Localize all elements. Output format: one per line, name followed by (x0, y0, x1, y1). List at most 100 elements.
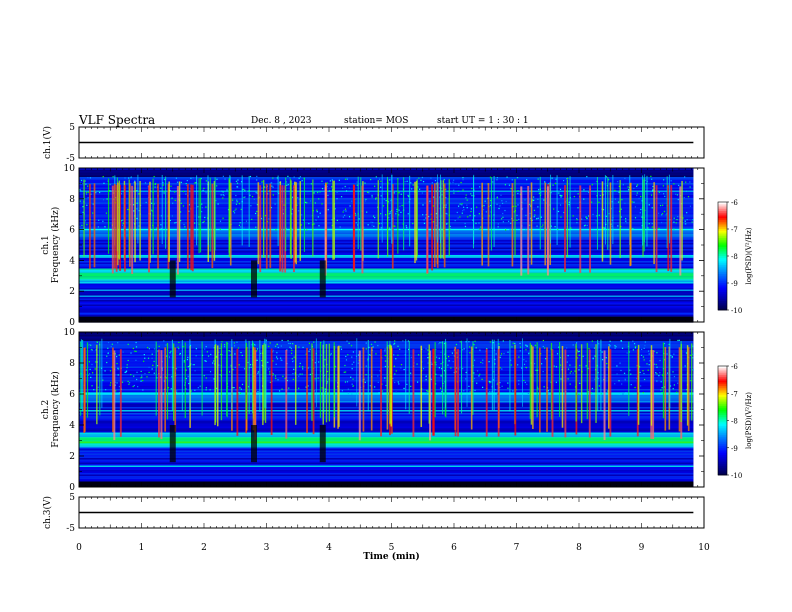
speckle-dot (305, 201, 307, 203)
speckle-dot (281, 359, 283, 361)
sferic-streak (352, 184, 355, 271)
speckle-dot (256, 179, 258, 181)
band-row (79, 476, 694, 478)
speckle-dot (326, 381, 328, 383)
speckle-dot (205, 180, 207, 182)
speckle-dot (377, 381, 379, 383)
speckle-dot (527, 392, 529, 394)
sferic-streak (628, 341, 630, 416)
speckle-dot (416, 381, 419, 383)
speckle-dot (651, 226, 654, 228)
speckle-dot (634, 206, 637, 208)
speckle-dot (435, 361, 437, 364)
speckle-dot (586, 224, 588, 227)
speckle-dot (427, 390, 429, 392)
speckle-dot (363, 226, 365, 228)
gap-mark (319, 260, 326, 298)
speckle-dot (484, 200, 486, 202)
colorbar-cell (718, 451, 727, 454)
speckle-dot (193, 364, 195, 366)
sferic-streak (134, 181, 136, 263)
speckle-dot (170, 388, 172, 390)
y-axis-channel-label: ch.1 (41, 235, 51, 254)
speckle-dot (486, 348, 488, 350)
speckle-dot (245, 191, 248, 193)
speckle-dot (672, 371, 674, 373)
speckle-dot (356, 184, 358, 186)
speckle-dot (183, 223, 185, 226)
speckle-dot (435, 225, 437, 227)
speckle-dot (202, 221, 204, 224)
speckle-dot (87, 374, 89, 376)
band-row (79, 264, 694, 266)
speckle-dot (525, 349, 527, 351)
speckle-dot (476, 206, 478, 208)
sferic-streak (152, 178, 154, 255)
speckle-dot (95, 361, 97, 363)
colorbar-tick-label: -7 (731, 226, 738, 234)
speckle-dot (410, 385, 412, 388)
speckle-dot (605, 176, 608, 178)
speckle-dot (641, 200, 643, 202)
speckle-dot (518, 356, 520, 358)
speckle-dot (223, 194, 225, 197)
speckle-dot (226, 189, 228, 191)
speckle-dot (440, 351, 442, 353)
speckle-dot (297, 197, 299, 199)
speckle-dot (91, 363, 93, 366)
band-row (79, 374, 694, 376)
sferic-streak (485, 349, 488, 437)
speckle-dot (247, 386, 250, 388)
speckle-dot (189, 344, 192, 347)
sferic-streak (381, 174, 383, 243)
speckle-dot (642, 392, 644, 394)
speckle-dot (586, 217, 588, 219)
band-row (79, 207, 694, 209)
colorbar-cell (718, 239, 727, 242)
speckle-dot (190, 177, 192, 179)
band-row (79, 190, 694, 193)
speckle-dot (578, 369, 580, 371)
speckle-dot (346, 381, 349, 383)
colorbar-label: log(PSD)(V²/Hz) (745, 392, 753, 449)
speckle-dot (324, 391, 327, 393)
speckle-dot (188, 393, 190, 395)
speckle-dot (624, 177, 626, 180)
sferic-streak (123, 184, 126, 272)
band-row (79, 309, 694, 311)
speckle-dot (365, 198, 367, 201)
y-axis-label: ch.3(V) (42, 496, 53, 529)
speckle-dot (691, 221, 693, 223)
speckle-dot (540, 216, 542, 218)
speckle-dot (408, 348, 410, 351)
speckle-dot (501, 385, 503, 387)
colorbar-cell (718, 380, 727, 383)
sferic-streak (167, 184, 170, 270)
speckle-dot (302, 219, 305, 221)
speckle-dot (276, 352, 278, 354)
speckle-dot (466, 207, 468, 209)
colorbar-cell (718, 261, 727, 264)
speckle-dot (692, 357, 694, 359)
speckle-dot (673, 353, 675, 355)
speckle-dot (236, 199, 238, 201)
speckle-dot (657, 212, 660, 214)
speckle-dot (419, 188, 421, 190)
sferic-streak (603, 350, 606, 441)
speckle-dot (291, 229, 293, 231)
speckle-dot (398, 214, 400, 216)
speckle-dot (438, 357, 440, 359)
speckle-dot (343, 209, 345, 211)
sferic-streak (137, 174, 139, 244)
speckle-dot (205, 346, 207, 348)
band-row (79, 285, 694, 287)
speckle-dot (223, 344, 226, 346)
speckle-dot (431, 182, 433, 184)
speckle-dot (537, 217, 540, 219)
speckle-dot (660, 221, 663, 224)
speckle-dot (124, 371, 126, 374)
sferic-streak (397, 178, 399, 254)
speckle-dot (482, 386, 484, 388)
speckle-dot (236, 341, 238, 343)
band-row (79, 341, 694, 343)
